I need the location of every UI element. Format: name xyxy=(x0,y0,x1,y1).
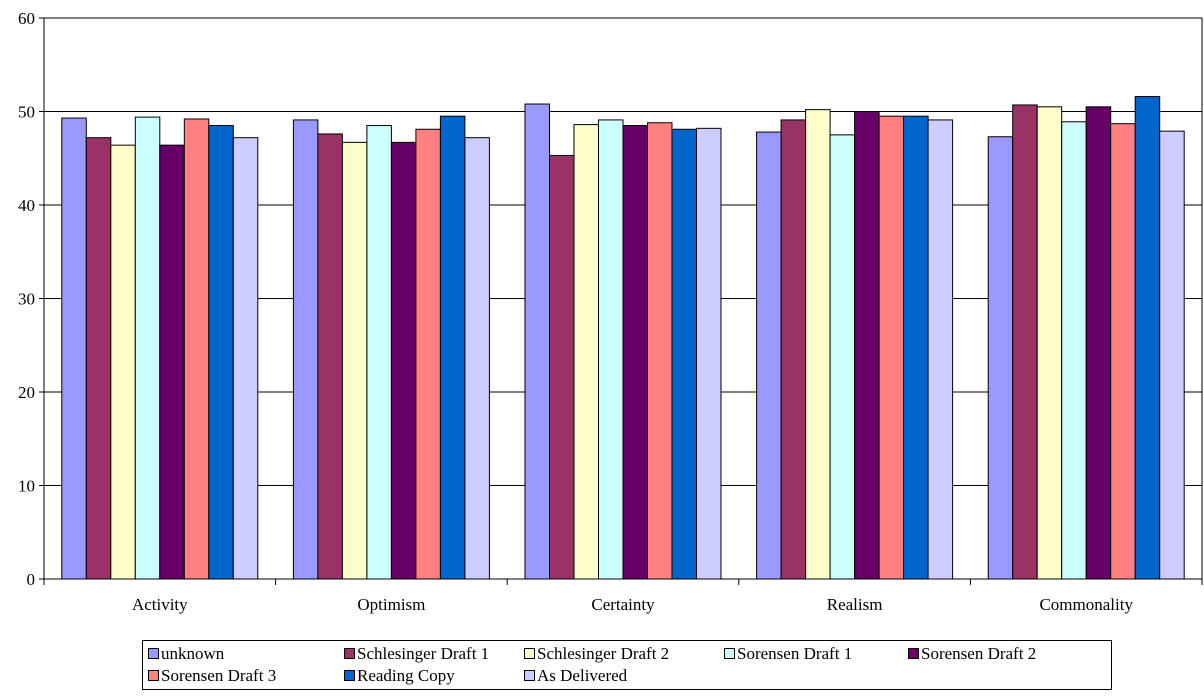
bar xyxy=(341,141,368,580)
x-category-label: Activity xyxy=(132,595,188,614)
legend-label: As Delivered xyxy=(537,666,628,685)
bar xyxy=(598,119,624,580)
legend-label: unknown xyxy=(161,644,225,663)
bar xyxy=(1036,106,1063,580)
legend-swatch xyxy=(148,648,159,659)
bar xyxy=(780,119,807,580)
bar xyxy=(1012,104,1038,580)
legend-label: Sorensen Draft 1 xyxy=(737,644,853,663)
bar xyxy=(390,141,417,580)
bar xyxy=(208,125,234,580)
legend-label: Schlesinger Draft 2 xyxy=(537,644,670,663)
bar xyxy=(524,103,550,580)
legend-label: Sorensen Draft 2 xyxy=(921,644,1037,663)
y-tick-label: 30 xyxy=(18,290,35,309)
bar xyxy=(415,128,441,580)
legend-swatch xyxy=(524,648,535,659)
legend-label: Sorensen Draft 3 xyxy=(161,666,277,685)
y-tick-label: 20 xyxy=(18,383,35,402)
bars xyxy=(61,96,1185,580)
bar xyxy=(647,122,673,580)
bar xyxy=(987,136,1014,580)
legend: unknown Schlesinger Draft 1 Schlesinger Dr… xyxy=(142,640,1112,690)
x-category-label: Commonality xyxy=(1039,595,1133,614)
y-tick-label: 10 xyxy=(18,477,35,496)
bar xyxy=(903,115,929,580)
legend-swatch xyxy=(724,648,735,659)
bar xyxy=(1134,96,1161,580)
x-category-label: Realism xyxy=(827,595,883,614)
bar xyxy=(110,144,136,580)
bar xyxy=(85,137,112,580)
bar xyxy=(159,144,185,580)
bar xyxy=(464,137,490,580)
y-tick-label: 40 xyxy=(18,196,35,215)
bar xyxy=(854,111,880,580)
bar xyxy=(1061,121,1087,580)
bar xyxy=(829,134,856,580)
legend-swatch xyxy=(344,648,355,659)
legend-swatch xyxy=(344,670,355,681)
bar xyxy=(756,131,782,580)
bar xyxy=(1159,130,1185,580)
legend-label: Schlesinger Draft 1 xyxy=(357,644,490,663)
bar xyxy=(1085,106,1112,580)
bar xyxy=(232,137,259,580)
y-tick-label: 60 xyxy=(18,9,35,28)
y-tick-label: 50 xyxy=(18,103,35,122)
legend-label: Reading Copy xyxy=(357,666,455,685)
x-axis-labels: Activity Optimism Certainty Realism Commonal… xyxy=(132,595,1134,614)
legend-swatch xyxy=(908,648,919,659)
bar xyxy=(622,125,648,580)
x-category-label: Certainty xyxy=(591,595,655,614)
x-category-label: Optimism xyxy=(357,595,425,614)
legend-swatch xyxy=(524,670,535,681)
bar xyxy=(61,117,87,580)
bar xyxy=(134,116,161,580)
bar xyxy=(1110,123,1136,580)
bar xyxy=(366,125,392,580)
bar xyxy=(878,115,905,580)
y-tick-label: 0 xyxy=(27,570,36,589)
bar xyxy=(696,127,722,580)
bar xyxy=(927,119,954,580)
bar xyxy=(317,133,343,580)
bar xyxy=(805,109,831,580)
bar xyxy=(573,124,599,580)
bar xyxy=(671,128,697,580)
bar-chart: 0 10 20 30 40 50 60 Activity Optimism Certainty R… xyxy=(18,9,1203,614)
bar xyxy=(549,154,575,580)
bar xyxy=(183,118,210,580)
bar xyxy=(292,119,319,580)
legend-swatch xyxy=(148,670,159,681)
bar xyxy=(439,115,466,580)
y-axis-ticks: 0 10 20 30 40 50 60 xyxy=(18,9,44,589)
